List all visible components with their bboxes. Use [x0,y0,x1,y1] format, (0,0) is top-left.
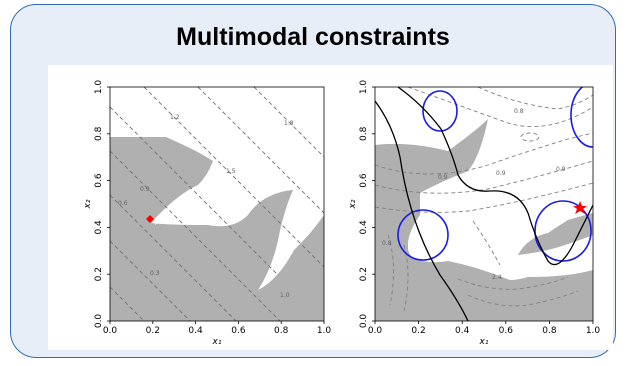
figure-area: 1.2 1.5 1.8 0.9 0.6 0.3 1.0 0.0 0.2 0.4 [48,65,613,350]
left-gray-tongue [110,137,213,223]
left-xtick-labels: 0.0 0.2 0.4 0.6 0.8 1.0 [103,326,332,336]
right-ytick-label: 1.0 [359,80,369,95]
constraint-circle [534,200,592,262]
right-ytick-labels: 0.0 0.2 0.4 0.6 0.8 1.0 [359,80,369,329]
left-ytick-label: 0.4 [94,220,104,235]
left-contour-label: 1.5 [226,168,236,175]
constraint-circle [422,90,458,132]
left-xtick-label: 0.6 [231,326,246,336]
right-black-constraints [375,87,593,321]
right-contour-labels: 0.8 0.9 0.9 0.9 2.4 0.8 [382,108,566,281]
left-contour-label: 0.6 [118,200,128,207]
left-xtick-label: 0.0 [103,326,118,336]
left-ytick-label: 0.2 [94,267,104,281]
right-gray-lobe [518,213,593,255]
left-xtick-label: 1.0 [317,326,332,336]
right-plot: 0.8 0.9 0.9 0.9 2.4 0.8 [348,80,601,347]
constraint-circle [570,87,593,148]
right-feasible-band [407,165,593,280]
left-ytick-label: 1.0 [94,80,104,95]
right-ytick-label: 0.6 [359,173,369,188]
right-xtick-label: 1.0 [586,326,601,336]
right-contour-label: 0.9 [496,170,506,177]
right-xlabel: x₁ [479,337,489,347]
left-contour-label: 0.3 [150,270,160,277]
right-contour-label: 0.8 [514,108,524,115]
left-ytick-labels: 0.0 0.2 0.4 0.6 0.8 1.0 [94,80,104,329]
right-optimum-marker [573,201,587,214]
right-ylabel: x₂ [348,199,358,209]
right-ytick-label: 0.8 [359,126,369,141]
right-xtick-label: 0.6 [499,326,514,336]
left-ytick-label: 0.0 [94,314,104,329]
right-contour-label: 2.4 [492,274,502,281]
right-ytick-label: 0.4 [359,220,369,235]
left-ytick-label: 0.8 [94,126,104,141]
left-plot: 1.2 1.5 1.8 0.9 0.6 0.3 1.0 0.0 0.2 0.4 [83,80,331,347]
left-contour-label: 1.2 [170,114,180,121]
right-contour-label: 0.8 [382,240,392,247]
right-xtick-label: 0.8 [542,326,557,336]
right-xtick-label: 0.0 [368,326,383,336]
left-ylabel: x₂ [83,199,93,209]
left-ticks [107,86,325,324]
left-contour-label: 1.8 [284,120,294,127]
right-constraint-circles [397,87,593,262]
right-contours [375,87,593,312]
panel-title: Multimodal constraints [176,23,450,51]
left-ytick-label: 0.6 [94,173,104,188]
left-xlabel: x₁ [212,337,222,347]
left-xtick-label: 0.4 [188,326,203,336]
right-xtick-label: 0.2 [411,326,425,336]
right-ytick-label: 0.0 [359,314,369,329]
left-xtick-label: 0.8 [274,326,289,336]
right-contour-label: 0.9 [556,166,566,173]
left-contour-label: 1.0 [280,292,290,299]
right-xtick-labels: 0.0 0.2 0.4 0.6 0.8 1.0 [368,326,601,336]
right-contour-label: 0.9 [438,174,448,181]
left-contours [110,87,324,321]
left-contour-label: 0.9 [140,186,150,193]
left-xtick-label: 0.2 [146,326,160,336]
figure-svg: 1.2 1.5 1.8 0.9 0.6 0.3 1.0 0.0 0.2 0.4 [83,80,601,347]
right-ytick-label: 0.2 [359,267,369,281]
left-optimum-marker [146,215,154,223]
right-plot-frame [374,86,594,322]
right-xtick-label: 0.4 [455,326,470,336]
left-plot-frame [109,86,325,322]
left-feasible-band [110,87,324,290]
left-contour-labels: 1.2 1.5 1.8 0.9 0.6 0.3 1.0 [118,114,294,299]
left-gray-tail [245,190,293,290]
constraint-circle [397,209,449,261]
right-ticks [372,86,594,324]
